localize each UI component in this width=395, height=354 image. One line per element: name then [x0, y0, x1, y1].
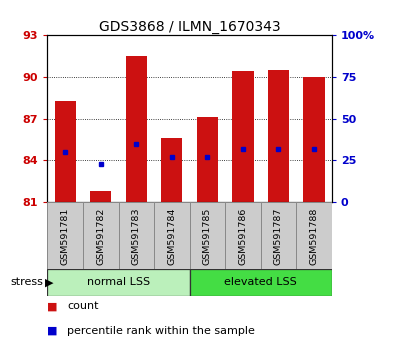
Bar	[83, 202, 118, 269]
Bar	[296, 202, 332, 269]
Bar	[268, 70, 289, 202]
Text: percentile rank within the sample: percentile rank within the sample	[67, 326, 255, 336]
Text: GSM591788: GSM591788	[310, 207, 318, 264]
Text: GSM591782: GSM591782	[96, 207, 105, 264]
Text: stress: stress	[11, 277, 43, 287]
Text: GSM591784: GSM591784	[167, 207, 176, 264]
Bar	[118, 202, 154, 269]
Bar	[161, 138, 182, 202]
Bar	[47, 269, 190, 296]
Bar	[126, 56, 147, 202]
Bar	[47, 202, 83, 269]
Text: GSM591786: GSM591786	[239, 207, 247, 264]
Text: GSM591785: GSM591785	[203, 207, 212, 264]
Text: ■: ■	[47, 301, 58, 311]
Text: ■: ■	[47, 326, 58, 336]
Bar	[190, 202, 225, 269]
Bar	[225, 202, 261, 269]
Text: GSM591781: GSM591781	[61, 207, 70, 264]
Bar	[261, 202, 296, 269]
Text: GSM591783: GSM591783	[132, 207, 141, 265]
Text: GSM591787: GSM591787	[274, 207, 283, 264]
Text: ▶: ▶	[45, 277, 54, 287]
Bar	[55, 101, 76, 202]
Bar	[303, 77, 325, 202]
Text: elevated LSS: elevated LSS	[224, 277, 297, 287]
Bar	[197, 117, 218, 202]
Title: GDS3868 / ILMN_1670343: GDS3868 / ILMN_1670343	[99, 21, 280, 34]
Bar	[190, 269, 332, 296]
Text: count: count	[67, 301, 99, 311]
Bar	[90, 191, 111, 202]
Bar	[232, 72, 254, 202]
Text: normal LSS: normal LSS	[87, 277, 150, 287]
Bar	[154, 202, 190, 269]
